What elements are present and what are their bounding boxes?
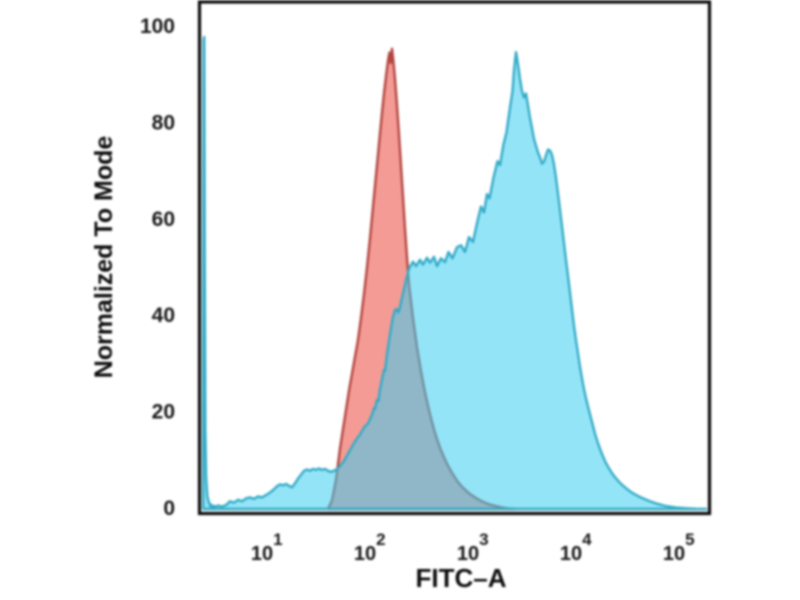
svg-text:FITC–A: FITC–A bbox=[416, 563, 507, 593]
svg-text:0: 0 bbox=[163, 497, 175, 520]
svg-text:100: 100 bbox=[140, 15, 175, 38]
svg-text:80: 80 bbox=[152, 111, 175, 134]
svg-text:40: 40 bbox=[152, 304, 175, 327]
svg-text:60: 60 bbox=[152, 208, 175, 231]
svg-text:Normalized To Mode: Normalized To Mode bbox=[90, 136, 118, 379]
svg-text:20: 20 bbox=[152, 401, 175, 424]
